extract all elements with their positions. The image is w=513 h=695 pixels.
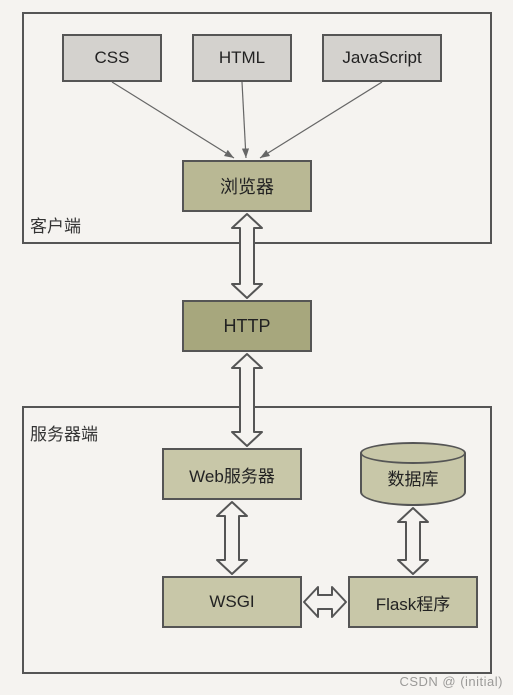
css-node: CSS	[62, 34, 162, 82]
flask-node: Flask程序	[348, 576, 478, 628]
webserver-node: Web服务器	[162, 448, 302, 500]
database-label: 数据库	[388, 465, 439, 490]
http-node: HTTP	[182, 300, 312, 352]
css-label: CSS	[95, 48, 130, 68]
html-label: HTML	[219, 48, 265, 68]
browser-label: 浏览器	[220, 173, 274, 199]
http-label: HTTP	[224, 316, 271, 337]
html-node: HTML	[192, 34, 292, 82]
wsgi-node: WSGI	[162, 576, 302, 628]
server-panel-label: 服务器端	[30, 420, 98, 445]
flask-label: Flask程序	[376, 590, 451, 615]
watermark: CSDN @ (initial)	[399, 674, 503, 689]
js-label: JavaScript	[342, 48, 421, 68]
database-node: 数据库	[360, 442, 466, 506]
wsgi-label: WSGI	[209, 592, 254, 612]
webserver-label: Web服务器	[189, 462, 275, 487]
client-panel-label: 客户端	[30, 212, 81, 237]
js-node: JavaScript	[322, 34, 442, 82]
browser-node: 浏览器	[182, 160, 312, 212]
